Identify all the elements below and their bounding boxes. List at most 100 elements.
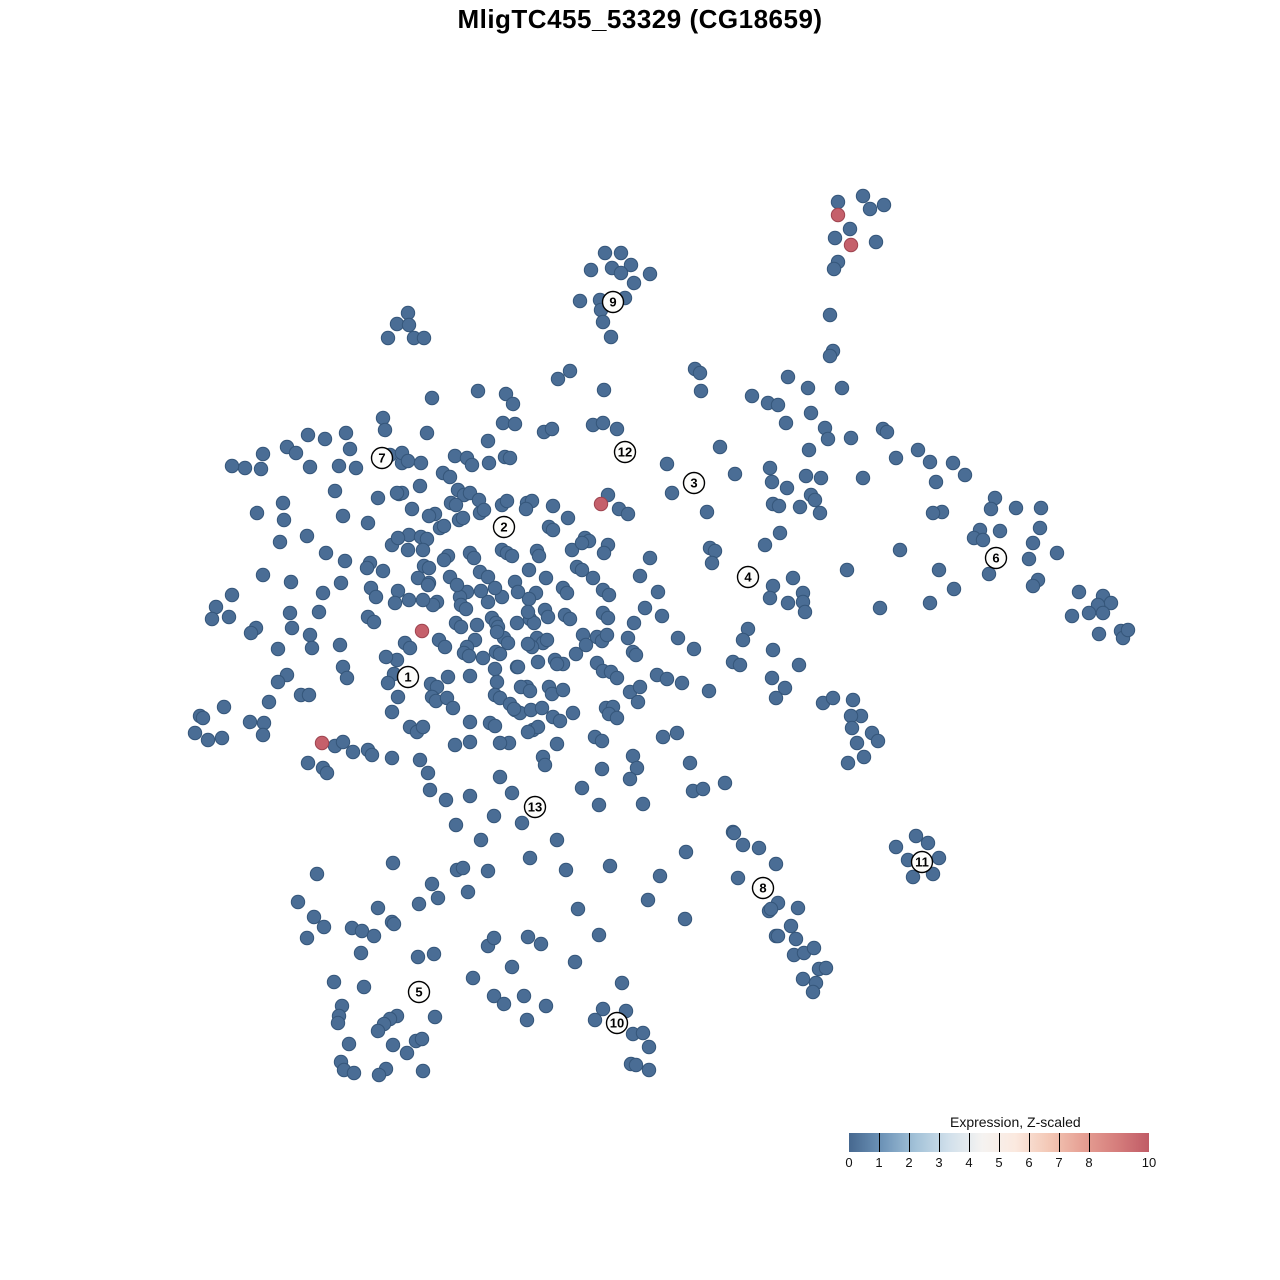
low-expression-cell-point — [214, 730, 230, 746]
low-expression-cell-point — [704, 555, 720, 571]
low-expression-cell-point — [356, 979, 372, 995]
low-expression-cell-point — [839, 562, 855, 578]
low-expression-cell-point — [436, 518, 452, 534]
low-expression-cell-point — [827, 230, 843, 246]
low-expression-cell-point — [539, 632, 555, 648]
cluster-label-circle — [523, 795, 547, 819]
low-expression-cell-point — [771, 498, 787, 514]
low-expression-cell-point — [319, 765, 335, 781]
high-expression-cell-point — [593, 496, 609, 512]
low-expression-cell-point — [744, 388, 760, 404]
low-expression-cell-point — [335, 508, 351, 524]
low-expression-cell-point — [462, 734, 478, 750]
low-expression-cell-point — [931, 850, 947, 866]
low-expression-cell-point — [868, 234, 884, 250]
low-expression-cell-point — [221, 609, 237, 625]
low-expression-cell-point — [341, 1036, 357, 1052]
low-expression-cell-point — [920, 835, 936, 851]
low-expression-cell-point — [299, 930, 315, 946]
low-expression-cell-point — [558, 862, 574, 878]
low-expression-cell-point — [564, 542, 580, 558]
low-expression-cell-point — [384, 750, 400, 766]
low-expression-cell-point — [473, 583, 489, 599]
low-expression-cell-point — [957, 467, 973, 483]
low-expression-cell-point — [768, 690, 784, 706]
low-expression-cell-point — [316, 919, 332, 935]
cluster-label-6: 6 — [984, 546, 1008, 570]
low-expression-cell-point — [791, 657, 807, 673]
low-expression-cell-point — [830, 194, 846, 210]
cluster-label-circle — [613, 440, 637, 464]
low-expression-cell-point — [674, 675, 690, 691]
low-expression-cell-point — [377, 422, 393, 438]
legend-tick-label: 1 — [875, 1155, 883, 1170]
low-expression-cell-point — [342, 441, 358, 457]
low-expression-cell-point — [249, 505, 265, 521]
low-expression-cell-point — [447, 737, 463, 753]
low-expression-cell-point — [256, 715, 272, 731]
low-expression-cell-point — [420, 577, 436, 593]
low-expression-cell-point — [922, 595, 938, 611]
cluster-label-text: 6 — [992, 551, 999, 566]
low-expression-cell-point — [300, 427, 316, 443]
high-expression-cell-point — [843, 237, 859, 253]
low-expression-cell-point — [797, 604, 813, 620]
cluster-label-circle — [492, 515, 516, 539]
cluster-label-circle — [682, 471, 706, 495]
low-expression-cell-point — [692, 365, 708, 381]
low-expression-cell-point — [562, 363, 578, 379]
low-expression-cell-point — [876, 197, 892, 213]
low-expression-cell-point — [843, 430, 859, 446]
low-expression-cell-point — [625, 748, 641, 764]
low-expression-cell-point — [436, 552, 452, 568]
low-expression-cell-point — [519, 1012, 535, 1028]
low-expression-cell-point — [622, 771, 638, 787]
low-expression-cell-point — [642, 550, 658, 566]
low-expression-cell-point — [480, 863, 496, 879]
low-expression-cell-point — [290, 894, 306, 910]
low-expression-cell-point — [699, 504, 715, 520]
legend-tick — [1059, 1133, 1060, 1152]
low-expression-cell-point — [360, 515, 376, 531]
low-expression-cell-point — [549, 656, 565, 672]
low-expression-cell-point — [790, 900, 806, 916]
low-expression-cell-point — [275, 495, 291, 511]
low-expression-cell-point — [338, 425, 354, 441]
low-expression-cell-point — [302, 627, 318, 643]
low-expression-cell-point — [800, 380, 816, 396]
legend-tick — [969, 1133, 970, 1152]
low-expression-cell-point — [843, 708, 859, 724]
low-expression-cell-point — [727, 466, 743, 482]
low-expression-cell-point — [664, 485, 680, 501]
low-expression-cell-point — [354, 923, 370, 939]
low-expression-cell-point — [506, 701, 522, 717]
low-expression-cell-point — [601, 587, 617, 603]
low-expression-cell-point — [550, 371, 566, 387]
low-expression-cell-point — [763, 901, 779, 917]
low-expression-cell-point — [583, 262, 599, 278]
low-expression-cell-point — [461, 648, 477, 664]
low-expression-cell-point — [670, 630, 686, 646]
cluster-label-text: 10 — [610, 1016, 624, 1031]
low-expression-cell-point — [695, 781, 711, 797]
low-expression-cell-point — [637, 600, 653, 616]
low-expression-cell-point — [560, 510, 576, 526]
low-expression-cell-point — [480, 594, 496, 610]
low-expression-cell-point — [595, 314, 611, 330]
low-expression-cell-point — [481, 455, 497, 471]
low-expression-cell-point — [419, 425, 435, 441]
legend-tick-label: 5 — [995, 1155, 1003, 1170]
low-expression-cell-point — [735, 632, 751, 648]
legend-tick — [909, 1133, 910, 1152]
low-expression-cell-point — [650, 584, 666, 600]
low-expression-cell-point — [255, 446, 271, 462]
cluster-label-circle — [736, 565, 760, 589]
expression-legend: Expression, Z-scaled 0 1 2 3 4 5 6 7 8 10 — [845, 1114, 1156, 1170]
low-expression-cell-point — [288, 445, 304, 461]
low-expression-cell-point — [421, 508, 437, 524]
low-expression-cell-point — [805, 984, 821, 1000]
low-expression-cell-point — [498, 386, 514, 402]
low-expression-cell-point — [410, 949, 426, 965]
low-expression-cell-point — [306, 909, 322, 925]
low-expression-cell-point — [208, 599, 224, 615]
